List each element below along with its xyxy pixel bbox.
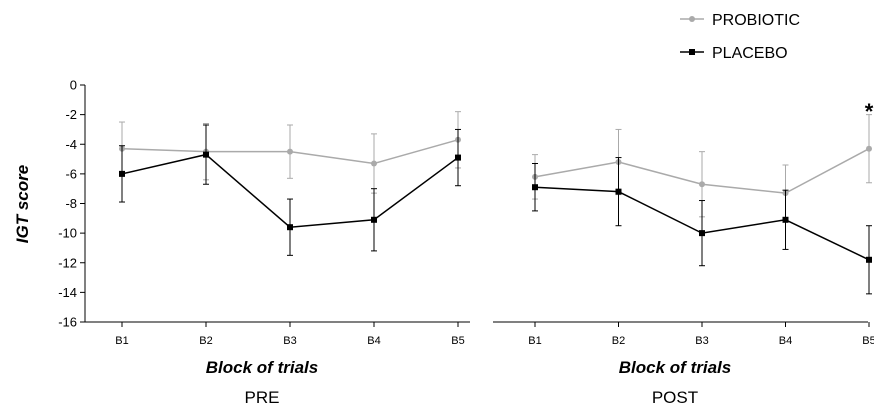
data-point-placebo (866, 256, 872, 263)
data-point-placebo (699, 230, 705, 237)
legend-placebo-marker (689, 49, 695, 55)
y-tick-label: -12 (58, 255, 77, 270)
data-point-probiotic (371, 160, 377, 167)
panel-title: POST (652, 388, 698, 407)
x-tick-label: B4 (779, 335, 792, 347)
y-tick-label: -14 (58, 285, 77, 300)
data-point-placebo (203, 151, 209, 158)
data-point-probiotic (699, 181, 705, 188)
y-tick-label: -16 (58, 315, 77, 330)
x-tick-label: B5 (862, 335, 874, 347)
x-tick-label: B1 (528, 335, 541, 347)
data-point-placebo (782, 216, 789, 223)
data-point-placebo (287, 224, 293, 231)
x-tick-label: B1 (115, 335, 128, 347)
legend: PROBIOTIC PLACEBO (680, 12, 800, 62)
data-point-placebo (615, 188, 622, 195)
x-axis-title: Block of trials (619, 358, 731, 377)
y-tick-label: -4 (65, 137, 77, 152)
y-axis-title: IGT score (13, 165, 32, 243)
panel-title: PRE (245, 388, 280, 407)
data-point-probiotic (866, 145, 872, 152)
data-point-placebo (119, 170, 125, 177)
x-tick-label: B4 (367, 335, 380, 347)
x-tick-label: B2 (199, 335, 212, 347)
data-point-probiotic (287, 148, 293, 155)
x-tick-label: B2 (612, 335, 625, 347)
x-tick-label: B3 (283, 335, 296, 347)
panel-post: B1 B2 B3 B4 B5 Block of trials POST * (493, 99, 874, 407)
data-point-placebo (371, 216, 377, 223)
data-point-placebo (455, 154, 461, 161)
y-tick-label: -6 (65, 166, 77, 181)
x-axis-title: Block of trials (206, 358, 318, 377)
y-tick-label: 0 (70, 78, 77, 93)
x-tick-label: B3 (695, 335, 708, 347)
x-tick-label: B5 (451, 335, 464, 347)
panel-pre: 0 -2 -4 -6 -8 -10 -12 -14 -16 B1 B2 B3 B4 B5 Block of … (58, 78, 470, 407)
legend-probiotic-marker (689, 16, 695, 22)
y-tick-label: -10 (58, 226, 77, 241)
legend-placebo-label: PLACEBO (712, 45, 788, 62)
data-point-placebo (532, 184, 538, 191)
legend-probiotic-label: PROBIOTIC (712, 12, 800, 29)
y-tick-label: -2 (65, 107, 77, 122)
y-tick-label: -8 (65, 196, 77, 211)
significance-annotation: * (865, 99, 874, 124)
